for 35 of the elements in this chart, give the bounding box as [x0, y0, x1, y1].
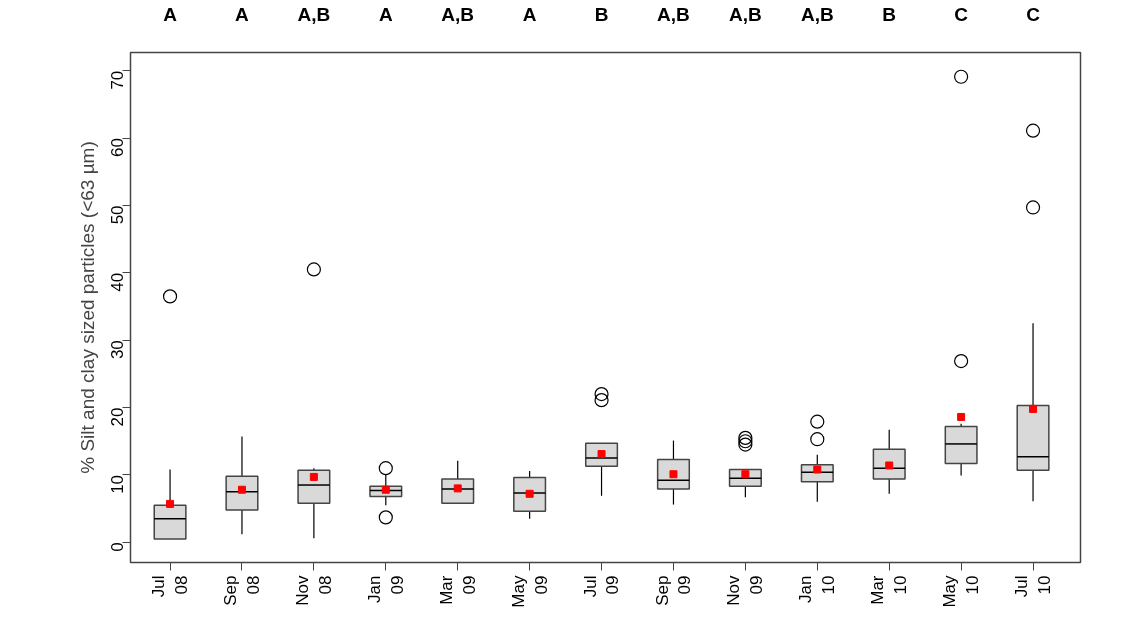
x-tick-label: Jan 09	[364, 575, 407, 603]
text: A	[235, 3, 250, 25]
text: A,B	[729, 3, 762, 25]
y-axis-title: % Silt and clay sized particles (<63 µm)	[76, 141, 98, 474]
text: B	[882, 3, 897, 25]
x-tick-label: Sep 08	[221, 575, 263, 606]
text: A	[522, 3, 537, 25]
text: A,B	[441, 3, 475, 25]
y-tick-label: 0	[108, 542, 128, 552]
y-tick-label: 10	[108, 474, 128, 494]
x-tick-label: May 10	[940, 575, 983, 608]
x-tick-label: Mar 10	[868, 575, 911, 605]
x-tick-label: Nov 08	[292, 575, 335, 606]
y-tick-label: 30	[108, 340, 128, 360]
text: A	[378, 3, 393, 25]
y-tick-label: 20	[108, 407, 128, 427]
x-tick-label: Jul 10	[1012, 575, 1054, 598]
text: A,B	[800, 3, 834, 25]
x-tick-label: Jul 09	[580, 575, 623, 598]
x-tick-label: Jan 10	[796, 575, 839, 603]
y-tick-label: 40	[108, 272, 128, 292]
x-tick-label: Nov 09	[724, 575, 767, 606]
text: A,B	[657, 3, 690, 25]
text: B	[594, 3, 609, 25]
y-tick-label: 70	[108, 70, 128, 90]
x-tick-label: Mar 09	[436, 575, 479, 605]
y-tick-label: 60	[108, 138, 128, 157]
x-tick-label: Sep 09	[652, 575, 695, 606]
text: C	[1026, 3, 1041, 25]
y-tick-label: 50	[108, 205, 128, 225]
x-tick-label: May 09	[508, 575, 551, 608]
text: C	[954, 3, 969, 25]
x-tick-label: Jul 08	[149, 575, 191, 598]
text: A	[163, 3, 178, 25]
text: A,B	[297, 3, 331, 25]
